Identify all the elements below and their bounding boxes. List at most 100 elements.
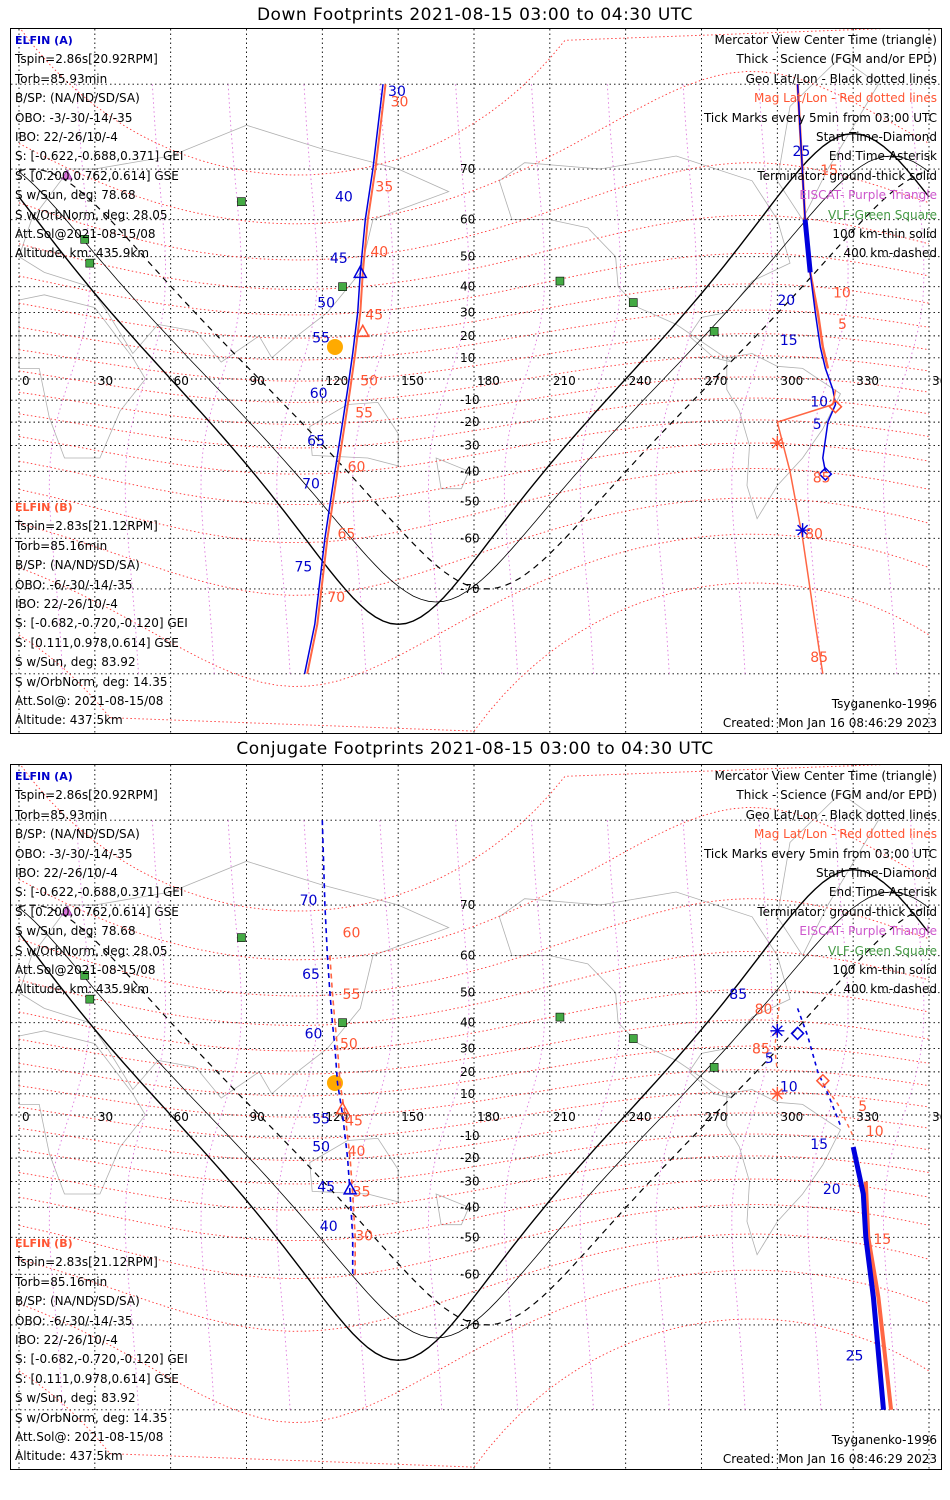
legend-item: 100 km-thin solid <box>832 227 937 242</box>
legend-item: Start Time-Diamond <box>815 130 937 145</box>
info-line: Altitude: 437.5km <box>15 1449 123 1464</box>
lon-tick-label: 90 <box>250 1110 265 1124</box>
mag-lon-gridline <box>352 84 394 674</box>
elfin-a-time-label: 40 <box>320 1219 338 1235</box>
info-line: IBO: 22/-26/10/-4 <box>15 130 118 145</box>
vlf-station-marker <box>80 235 90 244</box>
mag-lon-gridline <box>352 820 394 1410</box>
lat-tick-label: -20 <box>460 415 480 429</box>
legend-item: Tick Marks every 5min from 03:00 UTC <box>703 110 937 125</box>
legend-item: VLF-Green Square <box>828 207 937 222</box>
elfin-a-time-label: 70 <box>300 893 318 909</box>
lat-tick-label: -50 <box>460 494 480 508</box>
elfin-b-time-label: 5 <box>858 1099 867 1115</box>
info-line: Tspin=2.86s[20.92RPM] <box>15 788 158 803</box>
center-time-triangle <box>335 1101 350 1115</box>
info-line: Tspin=2.83s[21.12RPM] <box>15 519 158 534</box>
panel-down-footprints: 0 30 60 90 120 150 180 210 240 270 300 330 360 70 60 50… <box>10 28 942 734</box>
elfin-b-time-label: 80 <box>755 1002 773 1018</box>
elfin-a-time-label: 65 <box>302 967 320 983</box>
elfin-b-time-label: 85 <box>752 1041 770 1057</box>
legend-item: Mag Lat/Lon - Red dotted lines <box>753 91 937 106</box>
info-line: S w/Sun, deg: 78.68 <box>15 924 136 939</box>
legend: Mercator View Center Time (triangle) Thic… <box>704 767 937 1000</box>
elfin-b-time-label: 80 <box>805 526 823 542</box>
mag-lon-gridline <box>731 84 773 674</box>
elfin-b-time-label: 10 <box>866 1124 884 1140</box>
center-time-triangle <box>355 323 371 338</box>
coastline <box>726 1089 842 1256</box>
elfin-a-time-label: 10 <box>810 395 828 411</box>
model-label: Tsyganenko-1996 <box>831 1433 937 1447</box>
elfin-b-time-label: 65 <box>338 526 356 542</box>
legend-item: Geo Lat/Lon - Black dotted lines <box>745 71 937 86</box>
elfin-a-time-label: 20 <box>823 1182 841 1198</box>
info-line: ELFIN (B) <box>15 1237 73 1250</box>
info-line: IBO: 22/-26/10/-4 <box>15 866 118 881</box>
elfin-a-time-label: 45 <box>330 251 348 267</box>
mag-lat-gridline <box>18 1269 930 1423</box>
mag-lat-gridline <box>18 355 930 403</box>
legend-item: 100 km-thin solid <box>832 963 937 978</box>
lat-tick-label: -60 <box>460 531 480 545</box>
lon-tick-label: 30 <box>98 1110 113 1124</box>
lat-tick-label: 30 <box>460 1042 475 1056</box>
info-line: OBO: -3/-30/-14/-35 <box>15 846 133 861</box>
mag-lon-gridline <box>579 820 622 1410</box>
legend-item: 400 km-dashed <box>843 982 937 997</box>
elfin-b-time-label: 30 <box>391 94 409 110</box>
info-line: Att.Sol@2021-08-15/08 <box>15 227 156 242</box>
lat-tick-label: -30 <box>460 1174 480 1188</box>
legend-item: Terminator: ground-thick solid <box>757 904 937 919</box>
info-line: OBO: -3/-30/-14/-35 <box>15 110 133 125</box>
mag-lat-gridline <box>18 283 930 339</box>
lat-tick-label: -40 <box>460 464 480 478</box>
mag-lat-gridline <box>18 1133 930 1185</box>
elfin-b-info: ELFIN (B) Tspin=2.83s[21.12RPM] Torb=85.16… <box>15 1234 188 1467</box>
elfin-a-time-label: 5 <box>765 1051 774 1067</box>
mag-lat-gridline <box>18 1204 930 1280</box>
vlf-station-marker <box>237 197 246 206</box>
elfin-b-time-label: 35 <box>375 180 393 196</box>
info-line: ELFIN (A) <box>15 34 73 47</box>
mag-lon-gridline <box>276 84 318 674</box>
lat-tick-label: 30 <box>460 306 475 320</box>
info-line: Att.Sol@: 2021-08-15/08 <box>15 694 164 709</box>
coastline <box>18 1030 146 1195</box>
lat-tick-label: 70 <box>460 898 475 912</box>
mag-lat-gridline <box>18 442 930 506</box>
info-line: IBO: 22/-26/10/-4 <box>15 597 118 612</box>
mag-lat-gridline <box>18 71 930 225</box>
elfin-a-time-label: 55 <box>312 1111 330 1127</box>
elfin-a-info: ELFIN (A) Tspin=2.86s[20.92RPM] Torb=85.93… <box>15 31 183 264</box>
elfin-b-time-label: 40 <box>370 245 388 261</box>
mag-lat-gridline <box>18 497 930 596</box>
end-time-asterisk <box>795 523 810 538</box>
terminator-400km <box>18 168 930 590</box>
elfin-a-track <box>303 84 384 674</box>
lon-tick-label: 300 <box>780 1110 803 1124</box>
mag-lat-gridline <box>18 397 930 449</box>
elfin-a-track <box>321 820 354 1275</box>
lon-tick-label: 240 <box>629 374 652 388</box>
info-line: S: [0.111,0.978,0.614] GSE <box>15 1371 179 1386</box>
elfin-b-time-label: 60 <box>343 926 361 942</box>
vlf-station-marker <box>555 1012 565 1022</box>
center-time-triangle <box>352 264 368 279</box>
elfin-a-time-label: 10 <box>780 1080 798 1096</box>
elfin-b-track <box>774 999 781 1072</box>
legend-item: 400 km-dashed <box>843 246 937 261</box>
elfin-b-time-label: 15 <box>873 1232 891 1248</box>
legend-item: Thick - Science (FGM and/or EPD) <box>736 788 937 803</box>
eiscat-marker <box>61 905 73 916</box>
mag-lat-gridline <box>18 162 930 261</box>
lon-tick-label: 180 <box>477 1110 500 1124</box>
mag-lat-gridline <box>18 898 930 997</box>
coastline <box>435 1193 470 1226</box>
lat-tick-label: 40 <box>460 1016 475 1030</box>
start-time-diamond <box>818 467 833 482</box>
elfin-b-track <box>776 389 837 674</box>
info-line: S w/Sun, deg: 78.68 <box>15 188 136 203</box>
mag-lat-gridline <box>18 214 930 290</box>
lat-tick-label: 20 <box>460 1065 475 1079</box>
